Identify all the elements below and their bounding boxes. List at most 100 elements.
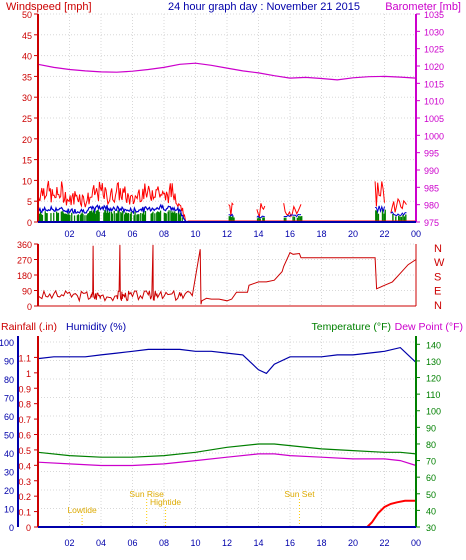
humidity-tick-label: 40 xyxy=(4,449,14,459)
annotation-label: Hightide xyxy=(150,497,181,507)
wind-speed-bar xyxy=(140,213,142,222)
rainfall-tick-label: 1.1 xyxy=(18,353,31,363)
wind-speed-bar xyxy=(118,211,120,222)
gust-line xyxy=(374,181,385,207)
wind-series xyxy=(37,62,417,223)
hour-tick-label: 16 xyxy=(285,538,295,548)
wind-speed-bar xyxy=(168,210,170,222)
barometer-tick-label: 1010 xyxy=(424,97,444,107)
rainfall-tick-label: 0.8 xyxy=(18,400,31,410)
average-wind-line xyxy=(374,204,385,214)
barometer-tick-label: 975 xyxy=(424,218,439,228)
humidity-tick-label: 60 xyxy=(4,412,14,422)
wind-speed-bar xyxy=(151,213,153,222)
wind-speed-bar xyxy=(395,216,397,222)
wind-speed-bar xyxy=(63,213,65,222)
wind-speed-bar xyxy=(53,212,55,222)
wind-speed-bar xyxy=(172,211,174,222)
wind-speed-bar xyxy=(164,213,166,222)
barometer-tick-label: 1015 xyxy=(424,79,444,89)
temperature-tick-label: 140 xyxy=(426,340,441,350)
windspeed-tick-label: 20 xyxy=(22,135,32,145)
humidity-axis-label: Humidity (%) xyxy=(66,321,126,333)
wind-speed-bar xyxy=(175,213,177,222)
average-wind-line xyxy=(256,215,265,219)
hour-tick-label: 06 xyxy=(127,538,137,548)
barometer-tick-label: 1000 xyxy=(424,131,444,141)
wind-speed-bar xyxy=(384,209,386,222)
chart-title: 24 hour graph day : November 21 2015 xyxy=(168,1,360,13)
rainfall-tick-label: 0.7 xyxy=(18,415,31,425)
temperature-tick-label: 80 xyxy=(426,440,436,450)
compass-label: N xyxy=(434,243,442,255)
wind-speed-bar xyxy=(97,209,99,222)
wind-speed-bar xyxy=(87,213,89,222)
direction-tick-label: 360 xyxy=(17,240,32,250)
wind-speed-bar xyxy=(170,210,172,222)
wind-speed-bar xyxy=(93,211,96,222)
temperature-tick-label: 60 xyxy=(426,473,436,483)
hour-tick-label: 08 xyxy=(159,538,169,548)
compass-label: E xyxy=(434,286,441,298)
average-wind-line xyxy=(228,213,234,217)
wind-speed-bar xyxy=(157,211,159,222)
rainfall-tick-label: 0.3 xyxy=(18,477,31,487)
wind-speed-bar xyxy=(181,217,183,222)
wind-speed-bar xyxy=(256,218,259,222)
humidity-tick-label: 70 xyxy=(4,394,14,404)
direction-series xyxy=(37,244,417,305)
wind-speed-bar xyxy=(258,217,260,222)
humidity-tick-label: 80 xyxy=(4,375,14,385)
temperature-tick-label: 130 xyxy=(426,357,441,367)
windspeed-axis-label: Windspeed [mph] xyxy=(6,1,92,13)
wind-speed-bar xyxy=(138,214,140,222)
wind-speed-bar xyxy=(62,212,64,222)
hour-tick-label: 00 xyxy=(411,538,421,548)
wind-speed-bar xyxy=(142,210,145,222)
rainfall-tick-label: 0.5 xyxy=(18,446,31,456)
wind-speed-bar xyxy=(95,211,97,222)
wind-speed-bar xyxy=(405,214,407,222)
wind-speed-bar xyxy=(107,213,110,222)
wind-speed-bar xyxy=(103,212,105,222)
wind-speed-bar xyxy=(107,209,109,222)
wind-speed-bar xyxy=(301,216,303,222)
temperature-tick-label: 90 xyxy=(426,423,436,433)
gust-line xyxy=(390,197,407,214)
barometer-line xyxy=(37,62,417,81)
hour-tick-label: 18 xyxy=(316,538,326,548)
wind-speed-bar xyxy=(136,214,138,222)
wind-speed-bar xyxy=(143,214,146,222)
rainfall-tick-label: 0.9 xyxy=(18,384,31,394)
temperature-axis-label: Temperature (°F) xyxy=(312,321,391,333)
wind-speed-bar xyxy=(98,211,100,222)
hour-tick-label: 14 xyxy=(253,538,263,548)
annotation-label: Sun Rise xyxy=(129,489,164,499)
wind-speed-bar xyxy=(127,213,130,222)
wind-speed-bar xyxy=(40,214,43,222)
temperature-tick-label: 110 xyxy=(426,390,440,400)
wind-speed-bar xyxy=(124,214,126,222)
humidity-tick-label: 0 xyxy=(9,523,14,533)
wind-speed-bar xyxy=(152,211,154,222)
compass-label: W xyxy=(434,257,445,269)
wind-speed-bar xyxy=(228,216,230,222)
compass-label: S xyxy=(434,271,441,283)
rain-humidity-temperature-panel: Rainfall (.in) Humidity (%) Temperature … xyxy=(0,321,463,548)
rainfall-tick-label: 1 xyxy=(26,369,31,379)
wind-speed-bar xyxy=(141,213,144,222)
wind-speed-bar xyxy=(232,216,234,222)
wind-speed-bar xyxy=(111,213,113,222)
wind-grid xyxy=(38,13,417,223)
wind-speed-bar xyxy=(398,215,400,222)
wind-speed-bar xyxy=(115,213,117,222)
barometer-axis-label: Barometer [mb] xyxy=(385,1,461,13)
dewpoint-line xyxy=(37,453,417,467)
wind-speed-bar xyxy=(116,213,118,222)
humidity-tick-label: 90 xyxy=(4,357,14,367)
wind-speed-bar xyxy=(178,214,181,222)
barometer-tick-label: 995 xyxy=(424,149,439,159)
wind-speed-bar xyxy=(179,212,181,222)
